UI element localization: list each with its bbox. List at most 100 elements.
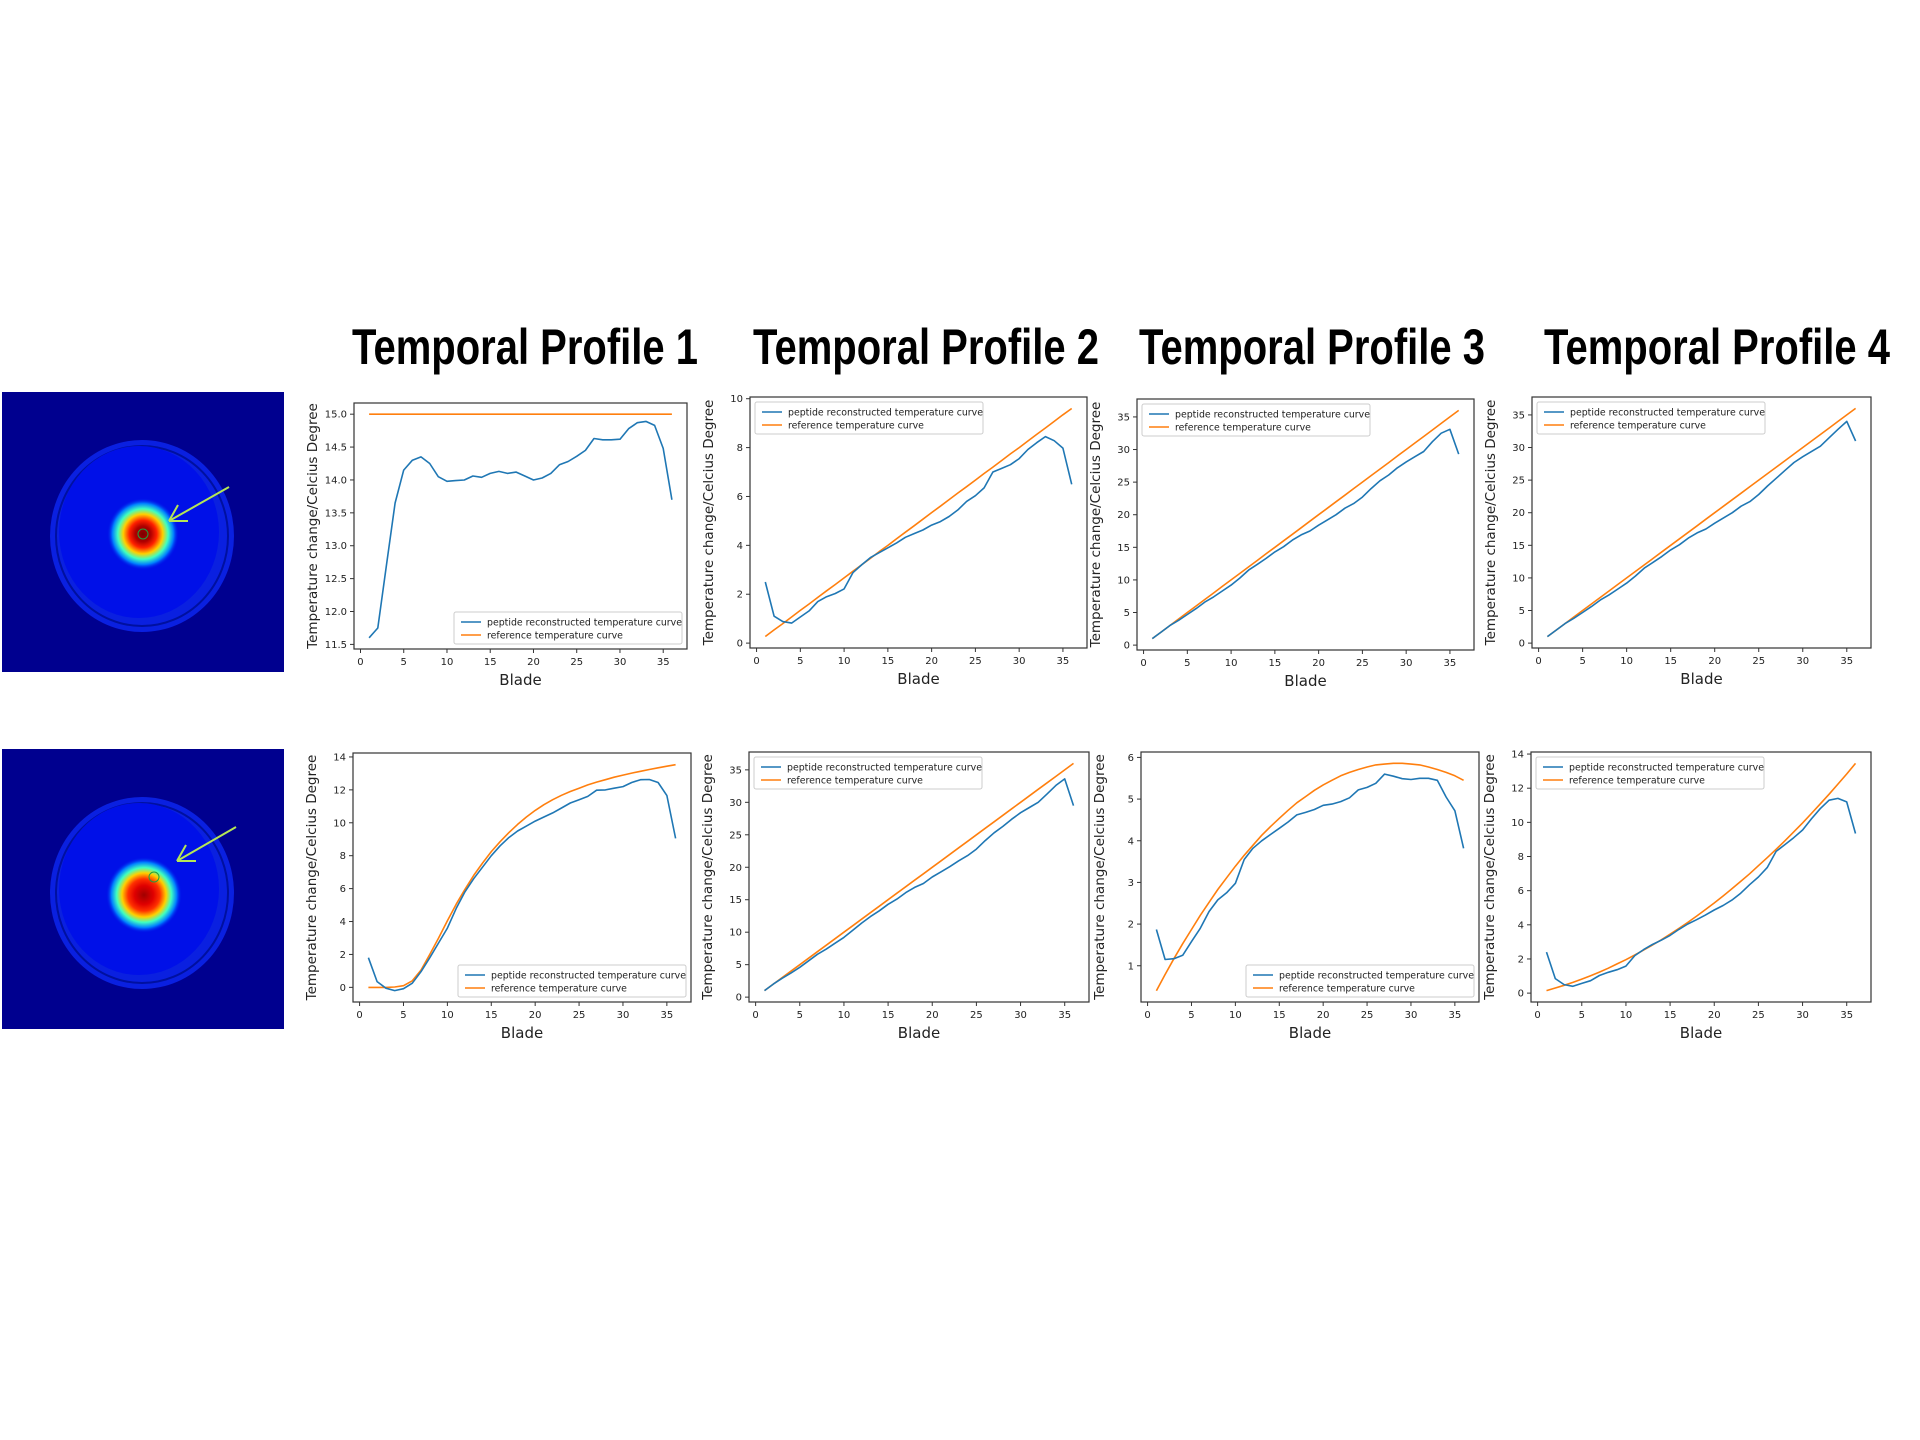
y-tick-label: 10 xyxy=(333,818,346,829)
x-tick-label: 5 xyxy=(797,656,803,667)
thermal-heatmap-row-1 xyxy=(2,392,284,672)
legend: peptide reconstructed temperature curve r… xyxy=(1245,964,1475,998)
y-tick-label: 8 xyxy=(1518,852,1524,863)
y-tick-label: 8 xyxy=(340,851,346,862)
legend-label-peptide: peptide reconstructed temperature curve xyxy=(491,971,686,982)
x-tick-label: 10 xyxy=(838,656,851,667)
y-tick-label: 0 xyxy=(736,993,742,1004)
y-tick-label: 20 xyxy=(1117,510,1130,521)
x-tick-label: 5 xyxy=(1184,658,1190,669)
y-axis-label: Temperature change/Celcius Degree xyxy=(1483,400,1499,647)
y-tick-label: 12 xyxy=(1511,784,1524,795)
legend-box xyxy=(753,756,983,790)
y-tick-label: 5 xyxy=(1519,606,1525,617)
y-tick-label: 4 xyxy=(340,917,346,928)
peptide-curve-line xyxy=(1545,797,1857,988)
legend-label-reference: reference temperature curve xyxy=(491,984,627,995)
x-tick-label: 20 xyxy=(1708,1010,1721,1021)
x-tick-label: 15 xyxy=(1664,1010,1677,1021)
x-tick-label: 25 xyxy=(970,1010,983,1021)
x-tick-label: 5 xyxy=(1579,656,1585,667)
hotspot xyxy=(106,857,182,933)
y-axis-label: Temperature change/Celcius Degree xyxy=(304,755,320,1002)
y-tick-label: 4 xyxy=(737,541,743,552)
reference-curve-line xyxy=(1546,407,1857,638)
x-tick-label: 25 xyxy=(1356,658,1369,669)
x-tick-label: 20 xyxy=(925,656,938,667)
y-tick-label: 11.5 xyxy=(325,640,347,651)
x-tick-label: 30 xyxy=(617,1010,630,1021)
x-axis-label: Blade xyxy=(1284,672,1326,690)
legend-label-peptide: peptide reconstructed temperature curve xyxy=(1569,763,1764,774)
x-axis-label: Blade xyxy=(1680,670,1722,688)
x-tick-label: 10 xyxy=(1229,1010,1242,1021)
x-tick-label: 15 xyxy=(1268,658,1281,669)
y-tick-label: 2 xyxy=(1518,954,1524,965)
y-tick-label: 35 xyxy=(729,765,742,776)
y-tick-label: 10 xyxy=(1512,573,1525,584)
title-temporal-profile-4: Temporal Profile 4 xyxy=(1543,319,1891,375)
target-circle xyxy=(148,871,160,883)
y-tick-label: 2 xyxy=(737,590,743,601)
chart-3: 0 5 10 15 20 25 30 35 0 5 10 15 20 25 30 35 Blade Tempera… xyxy=(1088,398,1475,690)
x-tick-label: 35 xyxy=(1058,1010,1071,1021)
legend-label-reference: reference temperature curve xyxy=(787,776,923,787)
chart-7: 0 5 10 15 20 25 30 35 1 2 3 4 5 6 Blade Temperature cha… xyxy=(1092,751,1480,1042)
chart-5: 0 5 10 15 20 25 30 35 0 2 4 6 8 10 12 14 Blade Temperatur… xyxy=(304,752,692,1042)
x-tick-label: 35 xyxy=(1057,656,1070,667)
x-tick-label: 20 xyxy=(1708,656,1721,667)
plot-area xyxy=(353,402,688,650)
x-tick-label: 15 xyxy=(485,1010,498,1021)
y-tick-label: 0 xyxy=(737,639,743,650)
reference-curve-line xyxy=(1546,762,1857,992)
chart-6: 0 5 10 15 20 25 30 35 0 5 10 15 20 25 30 35 Blade Tempera… xyxy=(700,751,1090,1042)
y-tick-label: 13.5 xyxy=(325,508,347,519)
y-axis-label: Temperature change/Celcius Degree xyxy=(700,754,716,1001)
x-tick-label: 35 xyxy=(1448,1010,1461,1021)
y-tick-label: 15 xyxy=(1117,543,1130,554)
y-tick-label: 10 xyxy=(1511,818,1524,829)
x-tick-label: 15 xyxy=(1273,1010,1286,1021)
legend: peptide reconstructed temperature curve r… xyxy=(457,964,687,998)
x-tick-label: 5 xyxy=(401,657,407,668)
x-tick-label: 10 xyxy=(441,1010,454,1021)
reference-curve-line xyxy=(368,763,676,989)
x-tick-label: 10 xyxy=(1620,656,1633,667)
y-tick-label: 12.0 xyxy=(325,607,347,618)
y-tick-label: 25 xyxy=(1512,476,1525,487)
legend-label-peptide: peptide reconstructed temperature curve xyxy=(487,618,682,629)
y-tick-label: 0 xyxy=(1518,989,1524,1000)
x-tick-label: 0 xyxy=(753,656,759,667)
reference-curve-line xyxy=(1151,409,1460,640)
legend: peptide reconstructed temperature curve r… xyxy=(754,401,984,435)
y-tick-label: 20 xyxy=(729,863,742,874)
x-tick-label: 35 xyxy=(657,657,670,668)
legend-label-peptide: peptide reconstructed temperature curve xyxy=(787,763,982,774)
y-tick-label: 14.0 xyxy=(325,475,347,486)
x-tick-label: 20 xyxy=(926,1010,939,1021)
x-axis-label: Blade xyxy=(1289,1024,1331,1042)
peptide-curve-line xyxy=(1155,773,1465,961)
x-axis-label: Blade xyxy=(898,1024,940,1042)
y-tick-label: 10 xyxy=(729,928,742,939)
x-tick-label: 20 xyxy=(1312,658,1325,669)
x-tick-label: 35 xyxy=(660,1010,673,1021)
y-tick-label: 10 xyxy=(730,394,743,405)
target-circle xyxy=(137,528,149,540)
thermal-heatmap-row-2 xyxy=(2,749,284,1029)
x-tick-label: 35 xyxy=(1444,658,1457,669)
y-tick-label: 15 xyxy=(729,895,742,906)
y-axis-label: Temperature change/Celcius Degree xyxy=(1092,754,1108,1001)
y-tick-label: 35 xyxy=(1117,412,1130,423)
x-tick-label: 20 xyxy=(1317,1010,1330,1021)
x-axis-label: Blade xyxy=(1680,1024,1722,1042)
head-dark-contour xyxy=(55,802,229,984)
x-tick-label: 20 xyxy=(527,657,540,668)
peptide-curve-line xyxy=(764,778,1075,992)
y-tick-label: 2 xyxy=(1128,920,1134,931)
y-tick-label: 15 xyxy=(1512,541,1525,552)
peptide-curve-line xyxy=(368,420,673,639)
x-tick-label: 30 xyxy=(1014,1010,1027,1021)
y-tick-label: 30 xyxy=(1512,443,1525,454)
x-tick-label: 0 xyxy=(1140,658,1146,669)
